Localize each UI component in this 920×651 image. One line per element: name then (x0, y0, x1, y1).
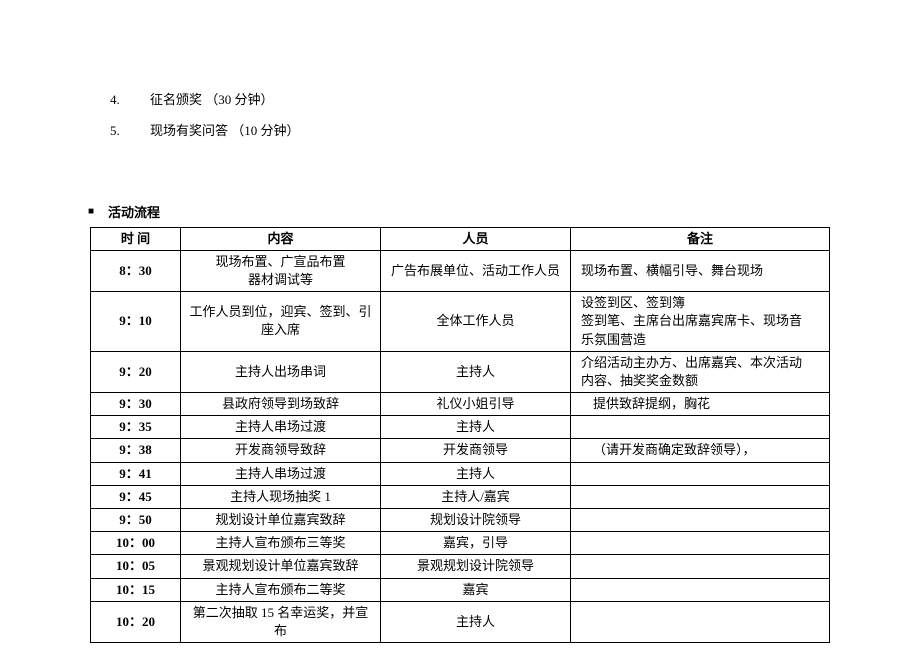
table-row: 10：00主持人宣布颁布三等奖嘉宾，引导 (91, 532, 830, 555)
cell-time: 9：35 (91, 416, 181, 439)
cell-content: 工作人员到位，迎宾、签到、引座入席 (181, 292, 381, 352)
table-row: 10：05景观规划设计单位嘉宾致辞景观规划设计院领导 (91, 555, 830, 578)
header-person: 人员 (381, 227, 571, 250)
cell-note: 介绍活动主办方、出席嘉宾、本次活动内容、抽奖奖金数额 (571, 351, 830, 392)
cell-time: 9：38 (91, 439, 181, 462)
list-item-text: 现场有奖问答 （10 分钟） (150, 121, 300, 142)
cell-time: 9：50 (91, 509, 181, 532)
section-header: ■ 活动流程 (88, 202, 830, 221)
list-item-num: 5. (110, 121, 150, 142)
cell-content: 现场布置、广宣品布置器材调试等 (181, 250, 381, 291)
cell-content: 主持人出场串词 (181, 351, 381, 392)
table-row: 10：20第二次抽取 15 名幸运奖，并宣布主持人 (91, 601, 830, 642)
cell-note (571, 532, 830, 555)
table-row: 9：50规划设计单位嘉宾致辞规划设计院领导 (91, 509, 830, 532)
numbered-list: 4. 征名颁奖 （30 分钟） 5. 现场有奖问答 （10 分钟） (110, 90, 830, 142)
cell-note (571, 578, 830, 601)
cell-note: （请开发商确定致辞领导）， (571, 439, 830, 462)
table-row: 9：38开发商领导致辞开发商领导（请开发商确定致辞领导）， (91, 439, 830, 462)
cell-time: 9：10 (91, 292, 181, 352)
section-title: 活动流程 (108, 202, 160, 221)
list-item: 4. 征名颁奖 （30 分钟） (110, 90, 830, 111)
schedule-table: 时 间 内容 人员 备注 8：30现场布置、广宣品布置器材调试等广告布展单位、活… (90, 227, 830, 644)
cell-note: 设签到区、签到簿签到笔、主席台出席嘉宾席卡、现场音乐氛围营造 (571, 292, 830, 352)
cell-content: 第二次抽取 15 名幸运奖，并宣布 (181, 601, 381, 642)
table-header-row: 时 间 内容 人员 备注 (91, 227, 830, 250)
cell-content: 景观规划设计单位嘉宾致辞 (181, 555, 381, 578)
table-row: 8：30现场布置、广宣品布置器材调试等广告布展单位、活动工作人员现场布置、横幅引… (91, 250, 830, 291)
cell-person: 主持人 (381, 601, 571, 642)
cell-time: 9：45 (91, 485, 181, 508)
list-item-text: 征名颁奖 （30 分钟） (150, 90, 274, 111)
cell-person: 主持人 (381, 351, 571, 392)
cell-time: 9：41 (91, 462, 181, 485)
cell-content: 主持人宣布颁布二等奖 (181, 578, 381, 601)
cell-note: 现场布置、横幅引导、舞台现场 (571, 250, 830, 291)
cell-person: 嘉宾，引导 (381, 532, 571, 555)
cell-person: 主持人/嘉宾 (381, 485, 571, 508)
cell-content: 规划设计单位嘉宾致辞 (181, 509, 381, 532)
cell-content: 县政府领导到场致辞 (181, 393, 381, 416)
cell-person: 主持人 (381, 416, 571, 439)
cell-person: 广告布展单位、活动工作人员 (381, 250, 571, 291)
table-row: 9：10工作人员到位，迎宾、签到、引座入席全体工作人员设签到区、签到簿签到笔、主… (91, 292, 830, 352)
table-row: 9：45主持人现场抽奖 1主持人/嘉宾 (91, 485, 830, 508)
cell-time: 9：30 (91, 393, 181, 416)
cell-note: 提供致辞提纲，胸花 (571, 393, 830, 416)
list-item-num: 4. (110, 90, 150, 111)
list-item: 5. 现场有奖问答 （10 分钟） (110, 121, 830, 142)
cell-content: 主持人串场过渡 (181, 416, 381, 439)
cell-time: 9：20 (91, 351, 181, 392)
cell-time: 10：05 (91, 555, 181, 578)
cell-note (571, 555, 830, 578)
cell-time: 10：20 (91, 601, 181, 642)
cell-person: 开发商领导 (381, 439, 571, 462)
cell-person: 景观规划设计院领导 (381, 555, 571, 578)
table-row: 9：35主持人串场过渡主持人 (91, 416, 830, 439)
table-row: 9：30县政府领导到场致辞礼仪小姐引导提供致辞提纲，胸花 (91, 393, 830, 416)
cell-note (571, 462, 830, 485)
cell-person: 礼仪小姐引导 (381, 393, 571, 416)
cell-person: 规划设计院领导 (381, 509, 571, 532)
table-row: 9：20主持人出场串词主持人介绍活动主办方、出席嘉宾、本次活动内容、抽奖奖金数额 (91, 351, 830, 392)
cell-person: 嘉宾 (381, 578, 571, 601)
cell-note (571, 601, 830, 642)
table-row: 10：15主持人宣布颁布二等奖嘉宾 (91, 578, 830, 601)
cell-time: 10：00 (91, 532, 181, 555)
cell-note (571, 485, 830, 508)
cell-person: 全体工作人员 (381, 292, 571, 352)
table-row: 9：41主持人串场过渡主持人 (91, 462, 830, 485)
header-time: 时 间 (91, 227, 181, 250)
cell-content: 开发商领导致辞 (181, 439, 381, 462)
cell-time: 10：15 (91, 578, 181, 601)
cell-content: 主持人宣布颁布三等奖 (181, 532, 381, 555)
header-note: 备注 (571, 227, 830, 250)
cell-person: 主持人 (381, 462, 571, 485)
cell-content: 主持人串场过渡 (181, 462, 381, 485)
cell-content: 主持人现场抽奖 1 (181, 485, 381, 508)
cell-note (571, 416, 830, 439)
cell-time: 8：30 (91, 250, 181, 291)
cell-note (571, 509, 830, 532)
bullet-icon: ■ (88, 206, 94, 217)
header-content: 内容 (181, 227, 381, 250)
